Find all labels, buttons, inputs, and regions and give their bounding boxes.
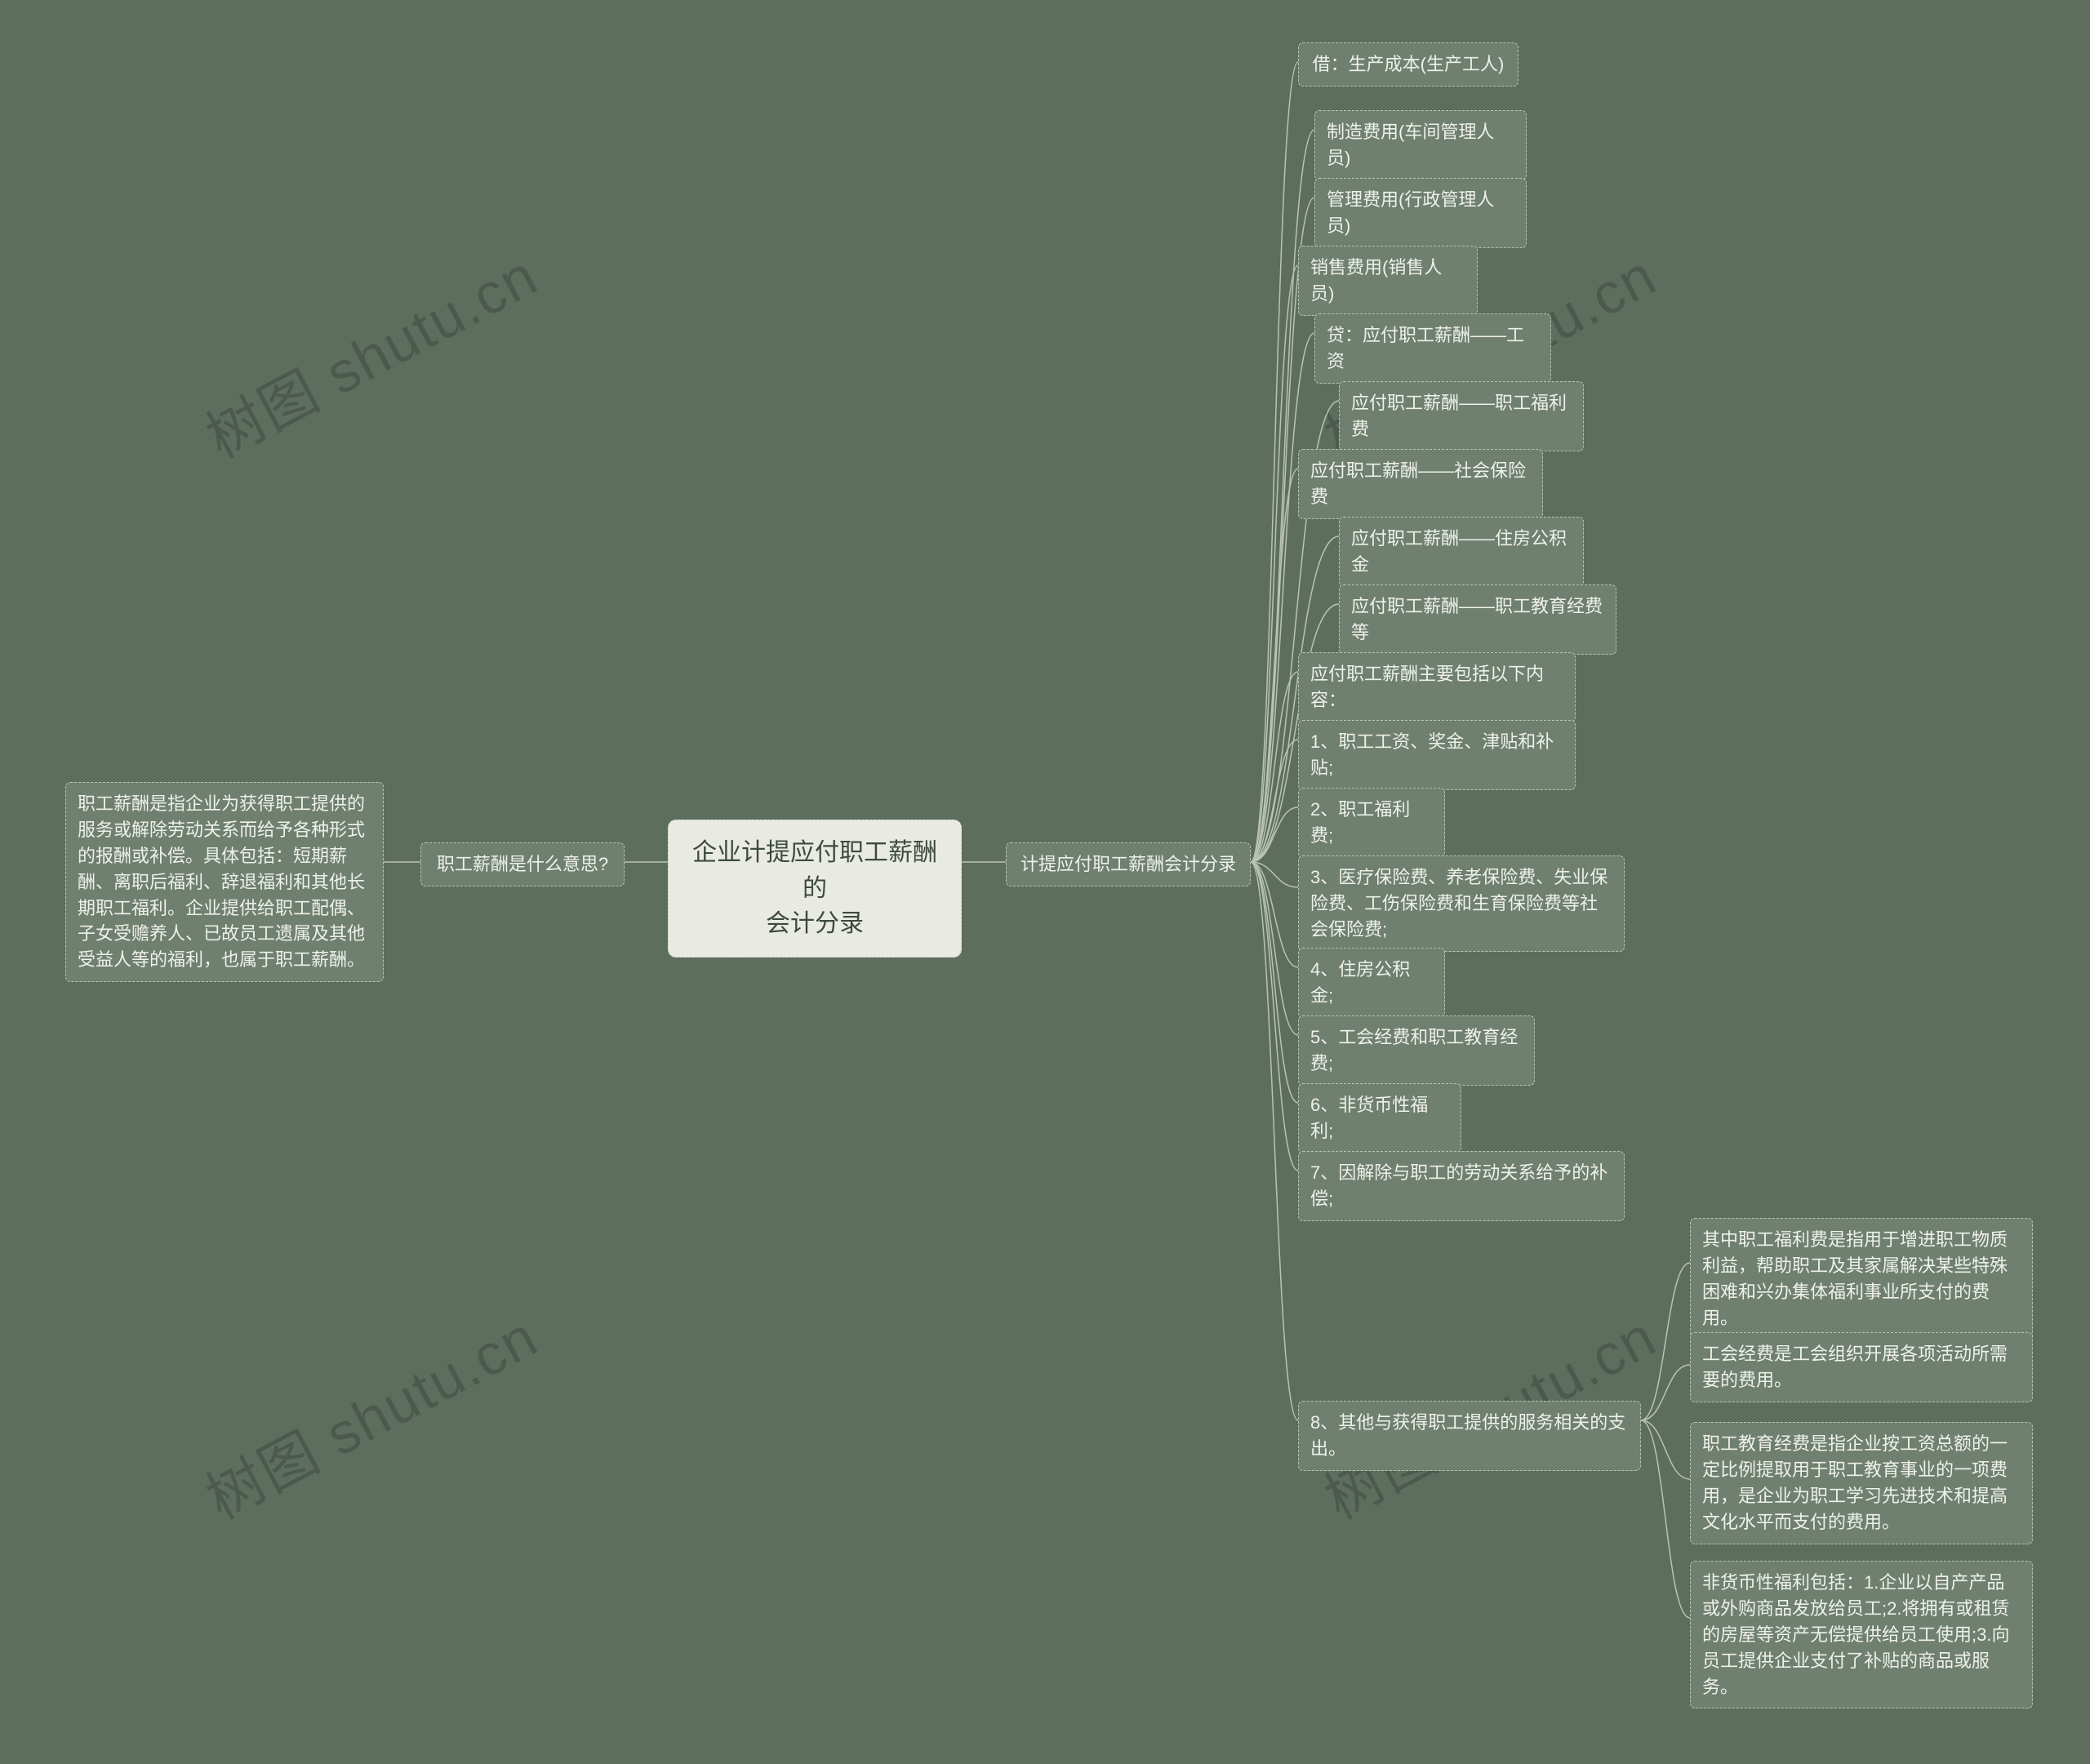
node-label: 4、住房公积金; <box>1310 957 1433 1009</box>
node-label: 应付职工薪酬——住房公积金 <box>1351 526 1572 578</box>
mindmap-canvas: 树图 shutu.cn树图 shutu.cn树图 shutu.cn树图 shut… <box>0 0 2090 1764</box>
node-label: 职工薪酬是什么意思? <box>437 851 608 878</box>
node-label: 应付职工薪酬——职工教育经费等 <box>1351 593 1604 646</box>
mindmap-root[interactable]: 企业计提应付职工薪酬的 会计分录 <box>668 820 962 958</box>
watermark: 树图 shutu.cn <box>190 230 550 474</box>
mindmap-node[interactable]: 职工教育经费是指企业按工资总额的一定比例提取用于职工教育事业的一项费用，是企业为… <box>1690 1422 2033 1544</box>
node-label: 非货币性福利包括：1.企业以自产产品或外购商品发放给员工;2.将拥有或租赁的房屋… <box>1702 1570 2021 1700</box>
mindmap-node[interactable]: 应付职工薪酬——住房公积金 <box>1339 517 1584 587</box>
mindmap-node[interactable]: 贷：应付职工薪酬——工资 <box>1314 313 1551 384</box>
node-label: 制造费用(车间管理人员) <box>1327 119 1514 171</box>
node-label: 计提应付职工薪酬会计分录 <box>1021 851 1236 878</box>
mindmap-node[interactable]: 管理费用(行政管理人员) <box>1314 178 1527 248</box>
node-label: 应付职工薪酬——职工福利费 <box>1351 390 1572 442</box>
mindmap-node[interactable]: 应付职工薪酬——职工福利费 <box>1339 381 1584 451</box>
mindmap-node[interactable]: 3、医疗保险费、养老保险费、失业保险费、工伤保险费和生育保险费等社会保险费; <box>1298 855 1625 952</box>
mindmap-node[interactable]: 销售费用(销售人员) <box>1298 246 1478 316</box>
node-label: 工会经费是工会组织开展各项活动所需要的费用。 <box>1702 1341 2021 1393</box>
mindmap-node[interactable]: 8、其他与获得职工提供的服务相关的支出。 <box>1298 1401 1641 1471</box>
mindmap-node[interactable]: 7、因解除与职工的劳动关系给予的补偿; <box>1298 1151 1625 1221</box>
node-label: 企业计提应付职工薪酬的 会计分录 <box>685 835 945 942</box>
mindmap-node[interactable]: 非货币性福利包括：1.企业以自产产品或外购商品发放给员工;2.将拥有或租赁的房屋… <box>1690 1561 2033 1708</box>
mindmap-node[interactable]: 职工薪酬是指企业为获得职工提供的服务或解除劳动关系而给予各种形式的报酬或补偿。具… <box>65 782 384 982</box>
mindmap-node[interactable]: 其中职工福利费是指用于增进职工物质利益，帮助职工及其家属解决某些特殊困难和兴办集… <box>1690 1218 2033 1340</box>
node-label: 7、因解除与职工的劳动关系给予的补偿; <box>1310 1160 1612 1212</box>
mindmap-node[interactable]: 1、职工工资、奖金、津贴和补贴; <box>1298 720 1576 790</box>
mindmap-node[interactable]: 借：生产成本(生产工人) <box>1298 42 1519 87</box>
node-label: 2、职工福利费; <box>1310 797 1433 849</box>
node-label: 其中职工福利费是指用于增进职工物质利益，帮助职工及其家属解决某些特殊困难和兴办集… <box>1702 1227 2021 1331</box>
mindmap-node[interactable]: 工会经费是工会组织开展各项活动所需要的费用。 <box>1690 1332 2033 1402</box>
node-label: 借：生产成本(生产工人) <box>1313 51 1505 78</box>
mindmap-node[interactable]: 应付职工薪酬——职工教育经费等 <box>1339 584 1616 655</box>
node-label: 3、医疗保险费、养老保险费、失业保险费、工伤保险费和生育保险费等社会保险费; <box>1310 864 1612 943</box>
mindmap-node[interactable]: 制造费用(车间管理人员) <box>1314 110 1527 180</box>
mindmap-node[interactable]: 6、非货币性福利; <box>1298 1083 1461 1153</box>
node-label: 应付职工薪酬——社会保险费 <box>1310 458 1531 510</box>
node-label: 5、工会经费和职工教育经费; <box>1310 1024 1523 1077</box>
node-label: 应付职工薪酬主要包括以下内容： <box>1310 661 1563 713</box>
mindmap-node[interactable]: 职工薪酬是什么意思? <box>420 842 625 886</box>
mindmap-node[interactable]: 应付职工薪酬主要包括以下内容： <box>1298 652 1576 722</box>
mindmap-node[interactable]: 应付职工薪酬——社会保险费 <box>1298 449 1543 519</box>
node-label: 职工教育经费是指企业按工资总额的一定比例提取用于职工教育事业的一项费用，是企业为… <box>1702 1431 2021 1535</box>
node-label: 8、其他与获得职工提供的服务相关的支出。 <box>1310 1410 1629 1462</box>
node-label: 6、非货币性福利; <box>1310 1092 1449 1144</box>
mindmap-node[interactable]: 2、职工福利费; <box>1298 788 1445 858</box>
node-label: 销售费用(销售人员) <box>1310 255 1465 307</box>
mindmap-node[interactable]: 计提应付职工薪酬会计分录 <box>1006 842 1251 886</box>
node-label: 职工薪酬是指企业为获得职工提供的服务或解除劳动关系而给予各种形式的报酬或补偿。具… <box>78 791 371 973</box>
node-label: 1、职工工资、奖金、津贴和补贴; <box>1310 729 1563 781</box>
node-label: 贷：应付职工薪酬——工资 <box>1327 322 1539 375</box>
mindmap-node[interactable]: 4、住房公积金; <box>1298 948 1445 1018</box>
node-label: 管理费用(行政管理人员) <box>1327 187 1514 239</box>
mindmap-node[interactable]: 5、工会经费和职工教育经费; <box>1298 1015 1535 1086</box>
watermark: 树图 shutu.cn <box>190 1291 550 1535</box>
